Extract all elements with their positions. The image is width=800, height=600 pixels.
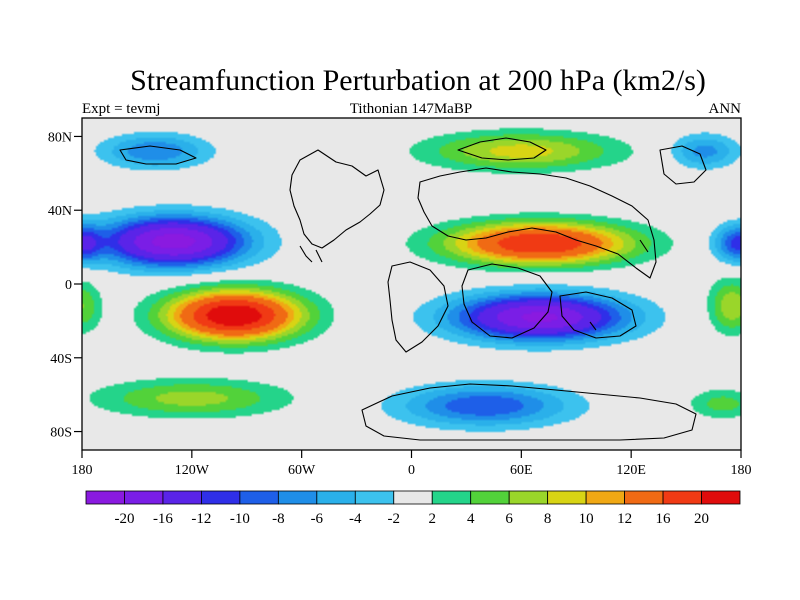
y-tick-label: 80S	[50, 426, 72, 441]
colorbar-swatch	[508, 490, 549, 505]
x-tick-label: 0	[408, 463, 415, 478]
continent-outlines	[119, 137, 707, 441]
y-tick-label: 40N	[48, 204, 72, 219]
colorbar-swatch	[701, 490, 741, 505]
colorbar-swatch	[162, 490, 202, 505]
colorbar-swatch	[354, 490, 395, 505]
coastline-antarctica	[361, 383, 697, 441]
colorbar-label: -2	[388, 511, 401, 527]
colorbar-label: -4	[349, 511, 362, 527]
x-tick-label: 60E	[510, 463, 533, 478]
colorbar-swatch	[547, 490, 587, 505]
x-tick-label: 60W	[288, 463, 316, 478]
axis-ticks: 180 120W 60W 0 60E 120E 180 80N 40N 0 40S 80S	[48, 130, 752, 478]
colorbar-label: -6	[311, 511, 324, 527]
x-tick-label: 180	[731, 463, 752, 478]
coastline-south-america	[387, 261, 449, 353]
colorbar-swatch	[201, 490, 241, 505]
coastline-africa	[461, 263, 553, 339]
coastline-east-asia	[659, 145, 707, 185]
colorbar-swatch	[316, 490, 356, 505]
coastline-australia-india	[559, 291, 637, 339]
streamfunction-field	[82, 118, 741, 450]
coastline-arctic	[457, 137, 547, 161]
colorbar-swatch	[393, 490, 433, 505]
y-tick-label: 0	[65, 278, 72, 293]
map-field	[82, 118, 741, 450]
colorbar-label: 20	[694, 511, 709, 527]
colorbar-label: -16	[153, 511, 173, 527]
colorbar-swatch	[277, 490, 318, 505]
colorbar-swatch	[239, 490, 279, 505]
colorbar-label: 16	[656, 511, 672, 527]
colorbar: -20 -16 -12 -10 -8 -6 -4 -2 2 4 6 8 10 12 16 20	[85, 490, 741, 527]
colorbar-label: 12	[617, 511, 632, 527]
colorbar-label: -10	[230, 511, 250, 527]
subtitle-right: ANN	[709, 101, 742, 117]
colorbar-swatch	[662, 490, 702, 505]
colorbar-swatch	[624, 490, 664, 505]
x-tick-label: 180	[72, 463, 93, 478]
y-tick-label: 80N	[48, 130, 72, 145]
x-tick-label: 120W	[175, 463, 210, 478]
colorbar-swatch	[470, 490, 510, 505]
coastline-north-america	[289, 149, 385, 249]
coastline-islands	[299, 239, 649, 331]
colorbar-label: -12	[191, 511, 211, 527]
colorbar-swatch	[85, 490, 125, 505]
colorbar-label: 8	[544, 511, 552, 527]
colorbar-swatch	[585, 490, 625, 505]
x-tick-label: 120E	[616, 463, 646, 478]
chart-title: Streamfunction Perturbation at 200 hPa (…	[130, 64, 706, 97]
colorbar-swatch	[124, 490, 164, 505]
colorbar-label: 4	[467, 511, 475, 527]
colorbar-label: 6	[505, 511, 513, 527]
colorbar-label: -8	[272, 511, 285, 527]
coastline-eurasia	[417, 167, 657, 279]
colorbar-label: 2	[428, 511, 436, 527]
subtitle-left: Expt = tevmj	[82, 101, 160, 117]
colorbar-label: -20	[114, 511, 134, 527]
colorbar-swatch	[431, 490, 472, 505]
coastline-west-arctic	[119, 145, 197, 165]
y-tick-label: 40S	[50, 352, 72, 367]
colorbar-label: 10	[579, 511, 594, 527]
subtitle-center: Tithonian 147MaBP	[350, 101, 472, 117]
